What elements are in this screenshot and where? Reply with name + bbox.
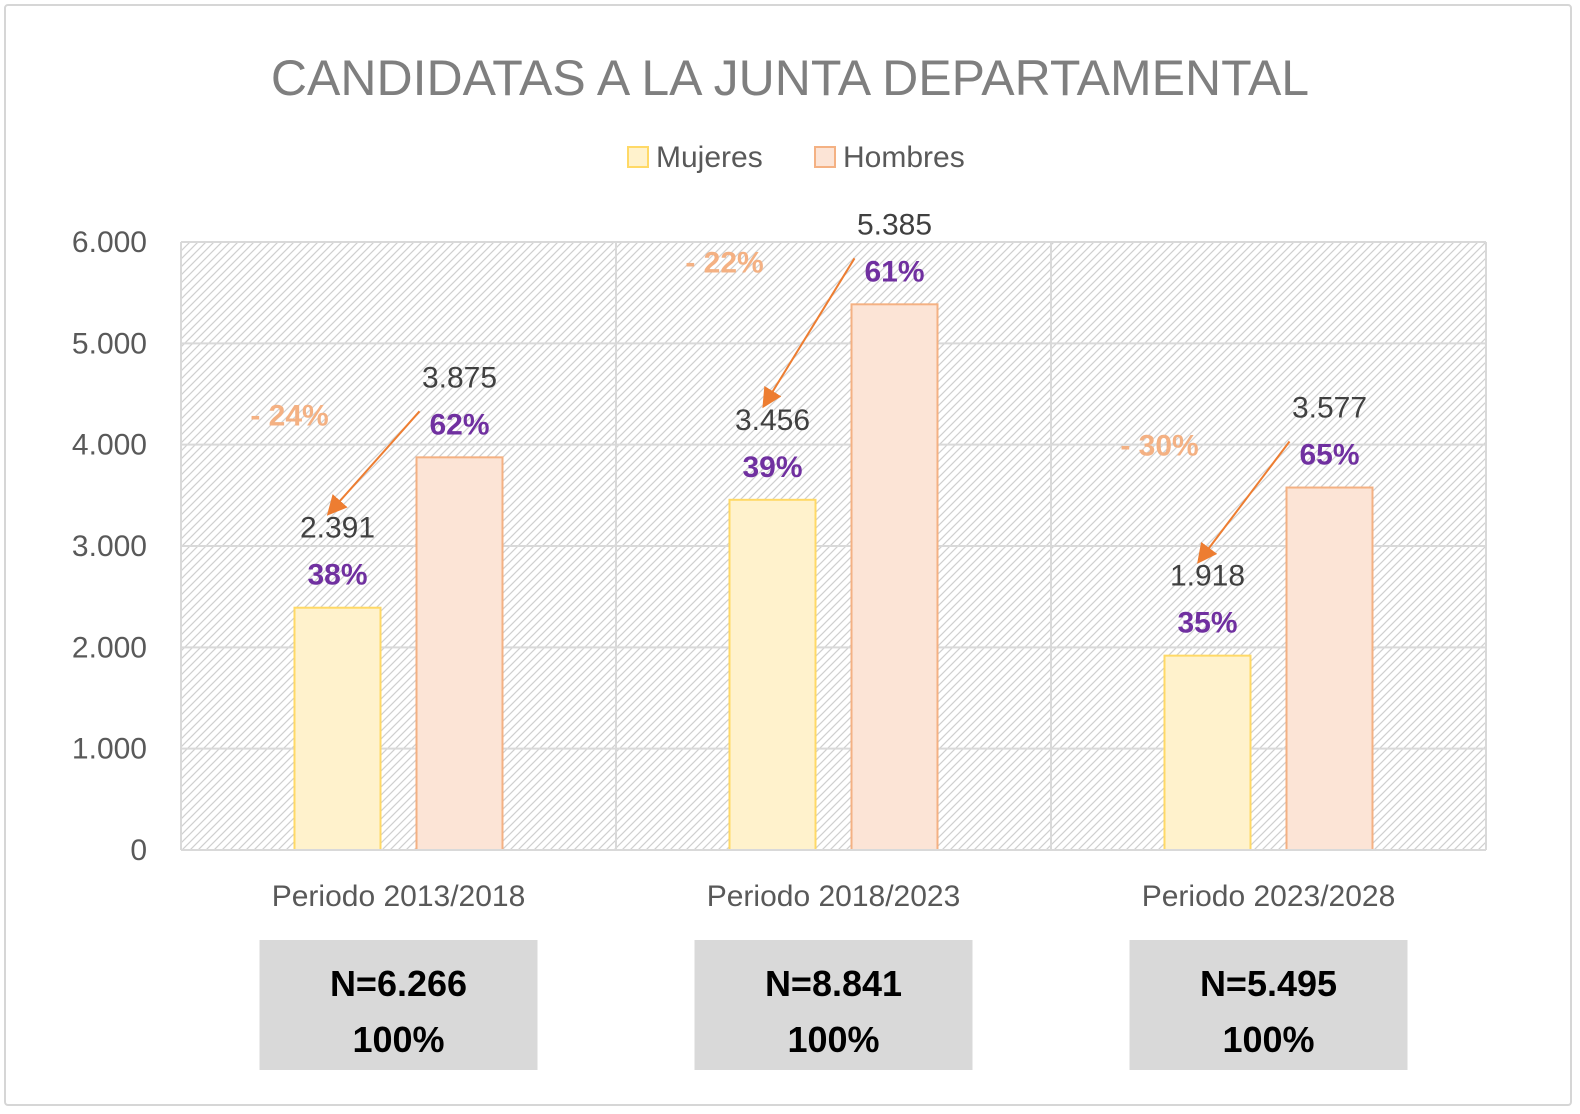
legend-label-mujeres: Mujeres [656,141,763,174]
value-label: 3.875 [422,361,497,394]
total-box [694,940,973,1070]
legend-swatch-mujeres [627,146,649,168]
total-percent-label: 100% [787,1019,879,1060]
chart-title: CANDIDATAS A LA JUNTA DEPARTAMENTAL [271,50,1309,106]
y-tick-label: 3.000 [72,530,147,563]
y-tick-label: 5.000 [72,327,147,360]
gap-label: - 30% [1120,430,1198,463]
bars [293,303,1374,851]
data-labels: 38% 2.391 62% 3.875 - 24% 39% 3.456 61% 5.385 - 2… [250,208,1367,639]
value-label: 3.456 [735,404,810,437]
y-tick-label: 4.000 [72,429,147,462]
total-box [259,940,538,1070]
value-label: 1.918 [1170,560,1245,593]
total-n-label: N=6.266 [330,963,467,1004]
gap-label: - 24% [250,399,328,432]
percent-label: 39% [742,451,802,484]
x-axis: Periodo 2013/2018 Periodo 2018/2023 Period… [181,849,1486,913]
gap-arrow [1197,440,1291,564]
bar-hombres [1285,486,1374,851]
gap-arrow [326,410,421,516]
bar-mujeres [293,606,382,851]
category-label: Periodo 2013/2018 [272,880,526,913]
gap-arrows [326,257,1291,564]
bar-hombres [415,456,504,851]
percent-label: 62% [429,408,489,441]
bar-mujeres [728,498,817,851]
value-label: 3.577 [1292,392,1367,425]
percent-label: 61% [864,255,924,288]
y-tick-label: 6.000 [72,226,147,259]
legend-swatch-hombres [814,146,836,168]
y-tick-label: 2.000 [72,631,147,664]
gap-arrow [762,257,856,409]
total-percent-label: 100% [352,1019,444,1060]
y-tick-label: 0 [130,834,147,867]
value-label: 2.391 [300,512,375,545]
bar-hombres [850,303,939,851]
bar-mujeres [1163,654,1252,851]
total-n-label: N=8.841 [765,963,902,1004]
gridlines [180,241,1487,851]
percent-label: 38% [307,559,367,592]
totals-boxes: N=6.266 100% N=8.841 100% N=5.495 100% [259,940,1408,1070]
gap-label: - 22% [685,246,763,279]
legend-label-hombres: Hombres [843,141,965,174]
total-box [1129,940,1408,1070]
total-percent-label: 100% [1222,1019,1314,1060]
percent-label: 35% [1177,607,1237,640]
category-label: Periodo 2023/2028 [1142,880,1396,913]
value-label: 5.385 [857,208,932,241]
percent-label: 65% [1299,439,1359,472]
legend: Mujeres Hombres [627,141,965,174]
y-axis: 0 1.000 2.000 3.000 4.000 5.000 6.000 [72,226,147,867]
y-tick-label: 1.000 [72,733,147,766]
total-n-label: N=5.495 [1200,963,1337,1004]
category-label: Periodo 2018/2023 [707,880,961,913]
